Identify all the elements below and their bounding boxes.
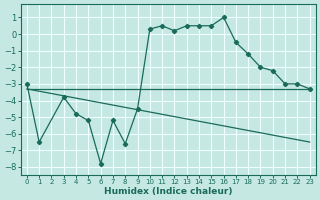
X-axis label: Humidex (Indice chaleur): Humidex (Indice chaleur): [104, 187, 233, 196]
